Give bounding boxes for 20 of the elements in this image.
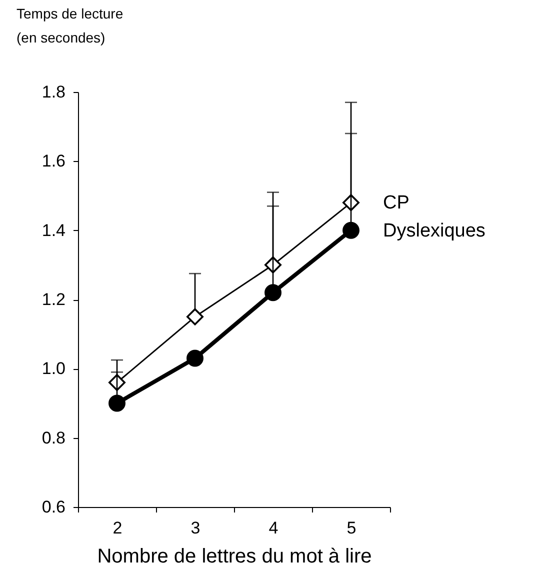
y-axis-title: Temps de lecture (en secondes) (16, 6, 124, 46)
x-tick-label: 5 (346, 518, 356, 538)
point (342, 222, 360, 239)
series-label: CP (383, 192, 410, 214)
y-tick-label: 1.0 (42, 359, 66, 378)
series-label: Dyslexiques (383, 220, 486, 242)
y-tick-label: 1.2 (42, 290, 66, 309)
y-tick-label: 1.4 (42, 220, 66, 240)
point (108, 394, 126, 412)
x-axis-title: Nombre de lettres du mot à lire (97, 546, 372, 568)
y-tick-label: 0.8 (42, 428, 66, 448)
y-tick-label: 0.6 (42, 498, 66, 516)
x-tick-label: 3 (190, 518, 200, 538)
y-tick-label: 1.6 (42, 152, 66, 171)
x-tick-label: 2 (112, 518, 122, 538)
y-tick-label: 1.8 (42, 82, 66, 102)
x-tick-label: 4 (268, 518, 278, 538)
point (264, 284, 282, 302)
point (186, 308, 204, 326)
point (186, 350, 204, 367)
